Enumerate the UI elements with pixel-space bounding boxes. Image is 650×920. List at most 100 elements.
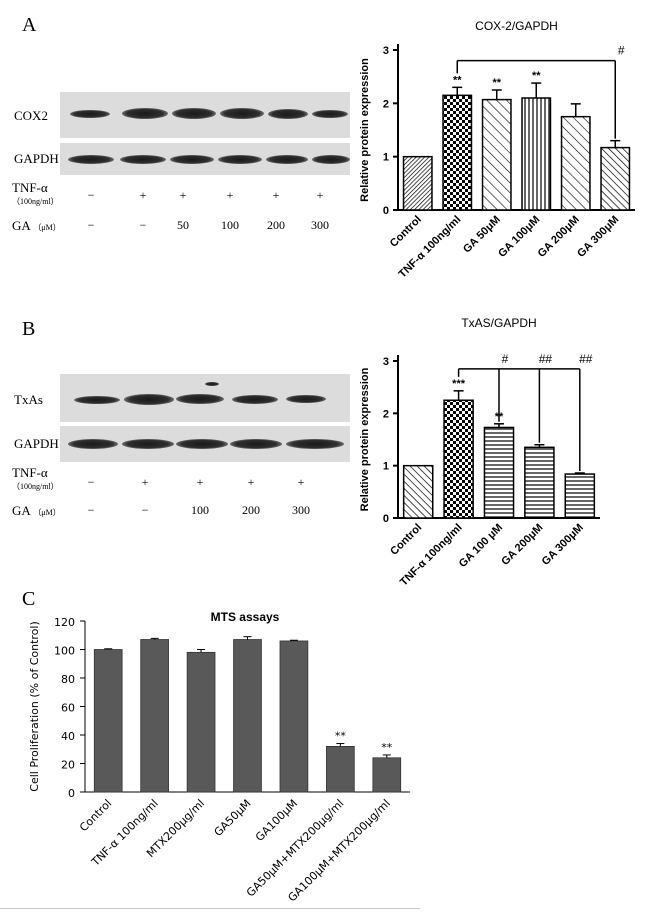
blot-band bbox=[286, 395, 326, 403]
ga-value: 100 bbox=[221, 218, 239, 232]
txas-row-label: TxAs bbox=[14, 392, 43, 407]
y-tick-label: 1 bbox=[383, 461, 389, 473]
blot-band bbox=[122, 108, 168, 119]
x-tick-label: GA100μM bbox=[253, 797, 300, 844]
treatment-unit: （μM） bbox=[33, 223, 61, 232]
y-tick-label: 2 bbox=[383, 408, 389, 420]
y-tick-label: 0 bbox=[383, 513, 389, 525]
x-tick-label: GA50μM bbox=[212, 797, 254, 839]
blot-band bbox=[170, 155, 214, 164]
cox2-row-label: COX2 bbox=[14, 108, 48, 123]
y-tick-label: 100 bbox=[54, 645, 75, 658]
y-tick-label: 3 bbox=[383, 356, 389, 368]
significance-label: ** bbox=[532, 70, 541, 82]
bar bbox=[442, 94, 473, 211]
significance-label: ** bbox=[381, 741, 393, 754]
treatment-label-text: GA bbox=[12, 503, 31, 518]
blot-band bbox=[70, 110, 110, 118]
chart-title: COX-2/GAPDH bbox=[475, 19, 558, 33]
ga-value: − bbox=[87, 218, 95, 232]
tnf-value: + bbox=[196, 475, 204, 489]
y-tick-label: 60 bbox=[61, 702, 75, 715]
bar bbox=[521, 97, 552, 211]
y-tick-label: 1 bbox=[383, 152, 389, 164]
bar bbox=[186, 651, 216, 793]
x-tick-label: Control bbox=[77, 797, 114, 834]
bar bbox=[233, 639, 262, 793]
treatment-unit: （100ng/ml） bbox=[12, 482, 59, 491]
gapdh-row-label-b: GAPDH bbox=[14, 436, 59, 451]
y-tick-label: 0 bbox=[383, 205, 389, 217]
tnf-value: + bbox=[226, 188, 234, 202]
bar bbox=[402, 464, 434, 519]
ga-value: 300 bbox=[292, 503, 310, 517]
tnf-value: + bbox=[297, 475, 305, 489]
y-tick-label: 40 bbox=[61, 730, 75, 743]
treatment-unit: （100ng/ml） bbox=[12, 197, 59, 206]
panel-c-letter: C bbox=[22, 588, 36, 610]
txas-blot bbox=[60, 374, 350, 422]
y-axis-label: Relative protein expression bbox=[359, 58, 371, 202]
blot-band bbox=[312, 155, 350, 164]
blot-band bbox=[122, 439, 174, 449]
tnf-value: + bbox=[316, 188, 324, 202]
bar bbox=[481, 98, 512, 211]
blot-band bbox=[312, 110, 348, 118]
y-tick-label: 0 bbox=[68, 787, 75, 800]
chart-title: MTS assays bbox=[211, 610, 280, 624]
blot-band bbox=[266, 155, 308, 164]
treatment-label-ga-a: GA （μM） bbox=[12, 218, 61, 234]
treatment-unit: （μM） bbox=[33, 508, 61, 517]
gapdh-blot-b bbox=[60, 426, 350, 462]
tnf-value: − bbox=[87, 475, 95, 489]
txas-bar-chart: TxAS/GAPDH 0 1 2 3 Relative protein expressio… bbox=[359, 316, 600, 589]
bar bbox=[140, 639, 169, 793]
gapdh-row-label-a: GAPDH bbox=[14, 151, 59, 166]
chart-title: TxAS/GAPDH bbox=[461, 316, 536, 330]
bottom-divider bbox=[0, 908, 420, 909]
bar bbox=[402, 155, 433, 211]
panel-a-letter: A bbox=[22, 14, 37, 36]
comparison-mark: # bbox=[618, 44, 625, 58]
treatment-label-text: TNF-α bbox=[12, 180, 48, 195]
blot-band bbox=[176, 439, 228, 449]
bar bbox=[279, 640, 309, 793]
blot-band bbox=[230, 439, 282, 449]
bar bbox=[372, 757, 402, 793]
blot-band bbox=[74, 396, 120, 404]
blot-band bbox=[120, 155, 166, 164]
ga-value: − bbox=[141, 503, 149, 517]
blot-band bbox=[68, 439, 118, 449]
treatment-label-tnf-b: TNF-α （100ng/ml） bbox=[12, 465, 59, 493]
blot-band bbox=[220, 108, 264, 119]
significance-label: ** bbox=[492, 77, 501, 89]
tnf-value: + bbox=[272, 188, 280, 202]
comparison-mark: ## bbox=[579, 352, 593, 366]
blot-band bbox=[172, 108, 216, 119]
y-axis-label: Relative protein expression bbox=[359, 367, 371, 511]
ga-value: 200 bbox=[242, 503, 260, 517]
bar bbox=[524, 446, 555, 519]
tnf-value: + bbox=[247, 475, 255, 489]
ga-value: − bbox=[87, 503, 95, 517]
ga-value: 50 bbox=[177, 218, 189, 232]
treatment-label-text: TNF-α bbox=[12, 465, 48, 480]
blot-band bbox=[68, 155, 114, 164]
significance-label: ** bbox=[453, 74, 462, 86]
bar bbox=[483, 426, 515, 519]
y-axis-label: Cell Proliferation (% of Control) bbox=[28, 621, 41, 791]
ga-value: 300 bbox=[311, 218, 329, 232]
significance-label: *** bbox=[452, 378, 466, 390]
gapdh-blot-a bbox=[60, 143, 350, 175]
blot-band bbox=[176, 394, 224, 404]
treatment-label-ga-b: GA （μM） bbox=[12, 503, 61, 519]
treatment-label-tnf-a: TNF-α （100ng/ml） bbox=[12, 180, 59, 208]
y-tick-label: 20 bbox=[61, 759, 75, 772]
tnf-value: − bbox=[87, 188, 95, 202]
tnf-value: + bbox=[141, 475, 149, 489]
y-tick-label: 3 bbox=[383, 45, 389, 57]
panel-b-letter: B bbox=[22, 318, 36, 340]
bar bbox=[326, 746, 355, 793]
tnf-value: + bbox=[139, 188, 147, 202]
